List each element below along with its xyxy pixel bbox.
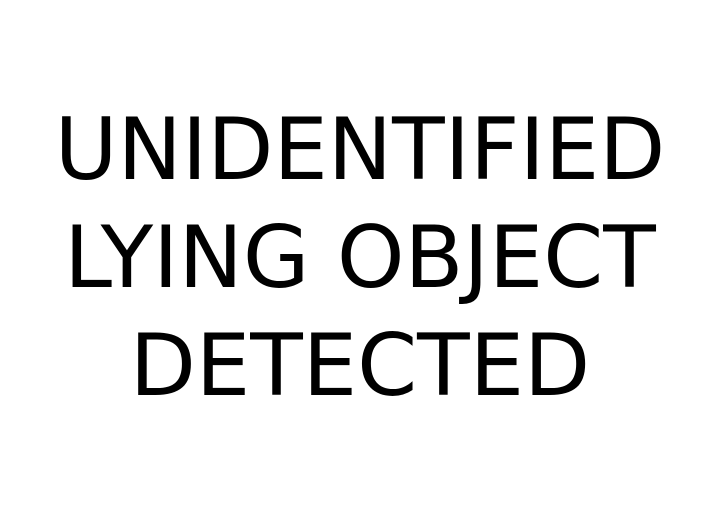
headline-text: UNIDENTIFIED LYING OBJECT DETECTED (0, 96, 720, 420)
headline-line-2: LYING OBJECT (64, 208, 656, 308)
headline-line-1: UNIDENTIFIED (54, 100, 666, 200)
headline-line-3: DETECTED (129, 316, 591, 416)
